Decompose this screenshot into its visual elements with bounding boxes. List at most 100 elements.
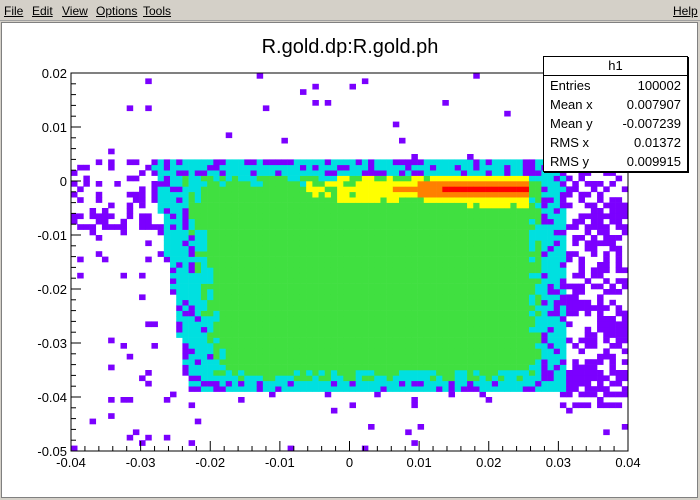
heatmap-bin — [194, 245, 202, 252]
heatmap-bin — [405, 229, 412, 236]
heatmap-bin — [238, 202, 245, 209]
heatmap-bin — [361, 267, 369, 274]
heatmap-bin — [262, 240, 270, 247]
heatmap-bin — [207, 159, 214, 166]
heatmap-bin — [615, 278, 623, 284]
heatmap-bin — [429, 251, 437, 257]
heatmap-bin — [510, 262, 517, 268]
heatmap-bin — [479, 343, 486, 349]
heatmap-bin — [293, 208, 301, 214]
stats-box[interactable]: h1 Entries 100002 Mean x 0.007907 Mean y… — [543, 56, 688, 172]
heatmap-bin — [337, 305, 344, 311]
heatmap-bin — [510, 316, 517, 322]
heatmap-bin — [417, 191, 425, 198]
heatmap-bin — [442, 316, 449, 322]
heatmap-bin — [417, 310, 425, 317]
heatmap-bin — [448, 348, 456, 355]
heatmap-bin — [448, 262, 456, 268]
heatmap-bin — [361, 170, 369, 176]
heatmap-bin — [553, 229, 561, 236]
y-tick-label: 0.01 — [42, 120, 67, 135]
heatmap-bin — [479, 278, 486, 284]
heatmap-bin — [207, 337, 214, 344]
heatmap-bin — [225, 283, 233, 290]
heatmap-bin — [467, 289, 474, 295]
heatmap-bin — [293, 283, 301, 290]
heatmap-bin — [504, 224, 511, 230]
menu-file[interactable]: File — [4, 4, 24, 18]
heatmap-bin — [559, 364, 567, 371]
heatmap-bin — [429, 272, 437, 279]
menu-tools[interactable]: Tools — [143, 4, 172, 18]
heatmap-bin — [293, 164, 301, 171]
menu-help[interactable]: Help — [673, 4, 698, 18]
heatmap-bin — [244, 359, 251, 365]
heatmap-bin — [442, 235, 449, 241]
heatmap-bin — [405, 380, 412, 387]
heatmap-bin — [467, 229, 474, 236]
heatmap-bin — [621, 213, 629, 220]
histogram-plot[interactable]: R.gold.dp:R.gold.ph -0.04 -0.03 -0.02 -0.01… — [2, 23, 699, 499]
heatmap-bin — [281, 186, 288, 193]
heatmap-bin — [473, 370, 480, 376]
heatmap-bin — [213, 191, 220, 198]
heatmap-bin — [615, 305, 623, 311]
heatmap-bin — [479, 197, 486, 203]
heatmap-bin — [163, 245, 171, 252]
heatmap-bin — [392, 208, 400, 214]
heatmap-bin — [262, 289, 270, 295]
heatmap-bin — [256, 380, 264, 387]
heatmap-bin — [541, 181, 548, 187]
heatmap-bin — [287, 326, 295, 333]
heatmap-bin — [349, 321, 356, 328]
heatmap-bin — [467, 316, 474, 322]
heatmap-bin — [324, 364, 332, 371]
heatmap-bin — [528, 170, 536, 176]
heatmap-bin — [479, 245, 486, 252]
heatmap-bin — [95, 251, 103, 257]
heatmap-bin — [553, 310, 561, 317]
heatmap-bin — [275, 337, 282, 344]
menu-edit[interactable]: Edit — [32, 4, 53, 18]
heatmap-bin — [256, 208, 264, 214]
heatmap-bin — [374, 251, 381, 257]
heatmap-bin — [330, 197, 338, 203]
heatmap-bin — [454, 256, 462, 263]
heatmap-bin — [262, 278, 270, 284]
heatmap-bin — [516, 186, 524, 193]
stats-value: 0.007907 — [626, 97, 681, 112]
heatmap-bin — [479, 337, 486, 344]
heatmap-bin — [399, 359, 406, 365]
heatmap-bin — [417, 359, 425, 365]
heatmap-bin — [83, 164, 90, 171]
heatmap-bin — [343, 159, 350, 166]
heatmap-bin — [399, 386, 406, 392]
heatmap-bin — [572, 386, 579, 392]
heatmap-bin — [597, 229, 604, 236]
heatmap-bin — [182, 159, 189, 166]
heatmap-bin — [386, 326, 394, 333]
heatmap-bin — [200, 321, 208, 328]
heatmap-bin — [219, 164, 227, 171]
heatmap-bin — [170, 267, 177, 274]
heatmap-bin — [188, 202, 196, 209]
heatmap-bin — [244, 299, 251, 306]
heatmap-bin — [411, 218, 418, 225]
heatmap-bin — [411, 305, 418, 311]
menu-view[interactable]: View — [62, 4, 88, 18]
heatmap-bin — [504, 343, 511, 349]
heatmap-bin — [225, 289, 233, 295]
heatmap-bin — [330, 175, 338, 182]
heatmap-bin — [460, 353, 468, 360]
heatmap-bin — [566, 391, 573, 398]
menu-options[interactable]: Options — [96, 4, 138, 18]
heatmap-bin — [467, 299, 474, 306]
heatmap-bin — [163, 434, 171, 441]
heatmap-bin — [349, 256, 356, 263]
heatmap-bin — [411, 272, 418, 279]
heatmap-bin — [238, 299, 245, 306]
heatmap-bin — [368, 299, 375, 306]
heatmap-bin — [231, 305, 239, 311]
heatmap-bin — [287, 262, 295, 268]
heatmap-bin — [207, 235, 214, 241]
